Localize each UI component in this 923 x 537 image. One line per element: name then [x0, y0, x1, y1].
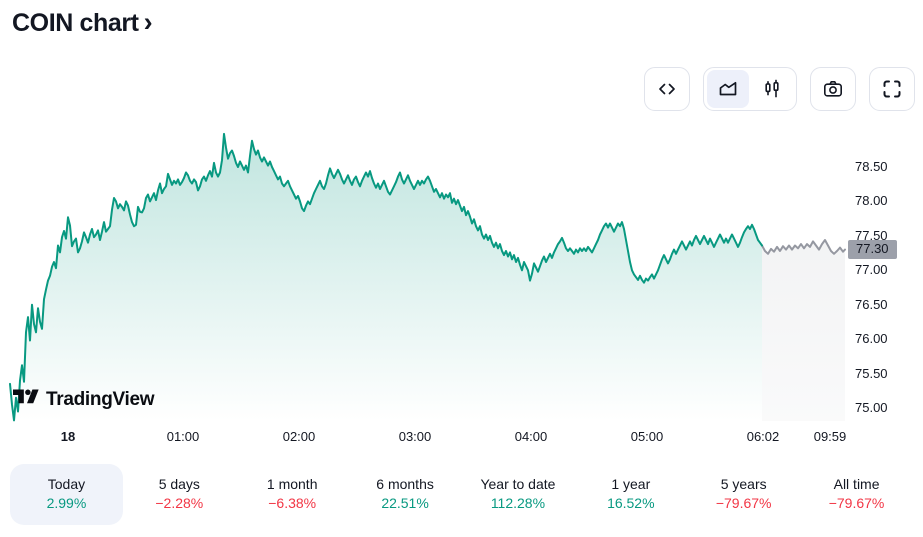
period-tab-label: 1 month [266, 476, 318, 492]
period-tab-label: 5 years [720, 476, 767, 492]
period-tab-label: Year to date [480, 476, 556, 492]
page-title: COIN chart › [12, 6, 153, 40]
time-tick: 02:00 [282, 429, 316, 444]
time-tick: 04:00 [514, 429, 548, 444]
header: COIN chart › [12, 6, 153, 40]
time-tick: 18 [60, 429, 76, 444]
period-tab-change: 112.28% [490, 495, 546, 511]
fullscreen-button[interactable] [869, 67, 915, 111]
period-tab-label: All time [833, 476, 880, 492]
tradingview-watermark[interactable]: TradingView [13, 388, 155, 412]
tradingview-logo-icon [13, 388, 39, 412]
price-tick: 76.50 [855, 296, 888, 312]
price-tick: 76.00 [855, 331, 888, 347]
area-chart-icon [717, 78, 739, 100]
fullscreen-icon [881, 78, 903, 100]
page-title-text: COIN chart [12, 9, 139, 37]
period-tab-change: 16.52% [607, 495, 655, 511]
extended-hours-area [762, 240, 845, 421]
time-tick: 09:59 [813, 429, 847, 444]
period-tab-year-to-date[interactable]: Year to date 112.28% [462, 464, 575, 525]
candlestick-icon [761, 78, 783, 100]
time-tick: 05:00 [630, 429, 664, 444]
regular-session-area [10, 133, 762, 421]
period-tab-change: −79.67% [715, 495, 772, 511]
chart-style-toggle [703, 67, 797, 111]
tradingview-logo-text: TradingView [46, 389, 155, 410]
snapshot-button[interactable] [810, 67, 856, 111]
price-tick: 75.50 [855, 365, 888, 381]
period-tab-change: 2.99% [46, 495, 87, 511]
chart-toolbar [644, 67, 915, 111]
period-tab-1-month[interactable]: 1 month −6.38% [236, 464, 349, 525]
period-tab-change: −6.38% [268, 495, 317, 511]
period-tab-change: 22.51% [381, 495, 429, 511]
embed-code-button[interactable] [644, 67, 690, 111]
period-tab-change: −79.67% [828, 495, 885, 511]
price-tick: 77.50 [855, 227, 888, 243]
period-tab-6-months[interactable]: 6 months 22.51% [349, 464, 462, 525]
area-style-button[interactable] [707, 70, 749, 108]
price-tick: 78.00 [855, 193, 888, 209]
camera-icon [822, 78, 844, 100]
time-tick: 06:02 [746, 429, 780, 444]
period-tabs: Today 2.99% 5 days −2.28% 1 month −6.38% 6 mon… [0, 464, 923, 525]
period-tab-today[interactable]: Today 2.99% [10, 464, 123, 525]
period-tab-label: 5 days [158, 476, 200, 492]
period-tab-label: Today [47, 476, 86, 492]
regular-session-line [9, 132, 763, 422]
code-icon [656, 78, 678, 100]
chart-canvas[interactable] [0, 0, 923, 460]
period-tab-label: 1 year [611, 476, 651, 492]
extended-hours-line [761, 239, 846, 255]
period-tab-1-year[interactable]: 1 year 16.52% [574, 464, 687, 525]
time-tick: 01:00 [166, 429, 200, 444]
period-tab-5-days[interactable]: 5 days −2.28% [123, 464, 236, 525]
period-tab-all-time[interactable]: All time −79.67% [800, 464, 913, 525]
price-tick: 75.00 [855, 400, 888, 415]
candles-style-button[interactable] [751, 70, 793, 108]
price-tick: 77.00 [855, 262, 888, 278]
period-tab-5-years[interactable]: 5 years −79.67% [687, 464, 800, 525]
last-price-tag: 77.30 [848, 240, 897, 260]
period-tab-label: 6 months [376, 476, 434, 492]
period-tab-change: −2.28% [155, 495, 204, 511]
chevron-right-icon[interactable]: › [143, 7, 153, 37]
time-tick: 03:00 [398, 429, 432, 444]
price-tick: 78.50 [855, 159, 888, 174]
